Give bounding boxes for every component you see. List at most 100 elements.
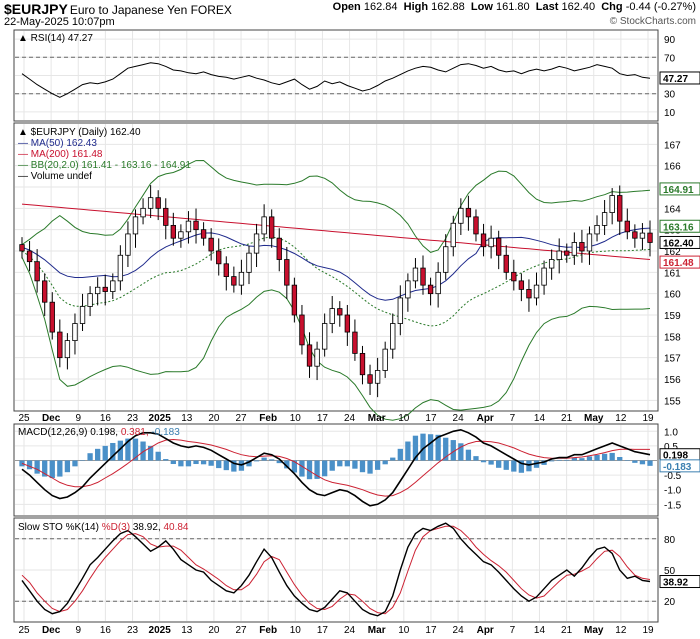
ma200-line	[21, 203, 651, 260]
sto-tick-label: 50	[664, 566, 676, 577]
macd-histogram-bar	[291, 460, 298, 473]
sto-legend-part: %D(3)	[102, 522, 133, 533]
macd-histogram-bar	[170, 460, 176, 465]
price-last-1-badge-label: 163.16	[663, 222, 694, 233]
macd-histogram-bar	[624, 460, 630, 461]
macd-histogram-bar	[42, 460, 48, 477]
macd-tick-label: 1.0	[664, 427, 678, 438]
candle-down	[276, 237, 282, 260]
candle-down	[367, 374, 373, 384]
candle-up	[329, 308, 335, 324]
macd-tick-label: -1.5	[664, 500, 682, 511]
macd-histogram-bar	[216, 460, 222, 469]
macd-signal-line	[21, 438, 650, 497]
price-tick-label: 164	[664, 204, 681, 215]
chart-header: $EURJPY Euro to Japanese Yen FOREX 22-May…	[0, 0, 700, 28]
candle-down	[284, 259, 290, 286]
open-label: Open	[332, 1, 361, 13]
bollinger-lower-band	[21, 257, 651, 421]
price-legend-3: — BB(20,2.0) 161.41 - 163.16 - 164.91	[18, 160, 191, 171]
x-axis-label: 17	[425, 625, 437, 636]
candle-down	[155, 197, 161, 209]
rsi-tick-label: 10	[664, 108, 676, 119]
candle-down	[465, 207, 472, 218]
macd-histogram-bar	[253, 460, 260, 462]
candle-up	[314, 348, 320, 367]
candle-up	[64, 340, 71, 359]
candle-up	[374, 370, 381, 384]
symbol-title: $EURJPY Euro to Japanese Yen FOREX	[4, 1, 232, 17]
candle-down	[299, 314, 305, 346]
macd-histogram-bar	[49, 460, 55, 479]
sto-legend-part: Slow STO %K(14)	[18, 522, 102, 533]
x-axis-label: 25	[18, 413, 30, 424]
macd-histogram-bar	[374, 460, 381, 470]
candle-up	[132, 216, 139, 235]
x-axis-label: 19	[642, 413, 654, 424]
macd-tick-label: 0.5	[664, 442, 678, 453]
price-last-0-badge	[659, 182, 700, 196]
candle-down	[291, 284, 298, 316]
candle-down	[337, 308, 343, 316]
x-axis-label: 21	[561, 413, 573, 424]
candle-up	[382, 348, 388, 371]
candle-up	[533, 284, 540, 299]
candle-up	[238, 271, 245, 286]
macd-histogram-bar	[639, 460, 646, 465]
macd-histogram-bar	[337, 460, 343, 467]
stock-chart: 907050301047.27▲ RSI(14) 47.271671661651…	[13, 29, 700, 636]
rsi-legend: ▲ RSI(14) 47.27	[18, 33, 93, 44]
macd-histogram-bar	[64, 460, 71, 473]
candle-down	[632, 231, 638, 239]
macd-histogram-bar	[427, 434, 434, 461]
candle-up	[253, 233, 260, 254]
macd-histogram-bar	[125, 438, 131, 461]
sto-tick-label: 80	[664, 535, 676, 546]
macd-histogram-bar	[397, 448, 403, 461]
macd-histogram-bar	[178, 460, 184, 467]
macd-histogram-bar	[147, 445, 154, 461]
macd-histogram-bar	[231, 460, 237, 472]
candle-up	[571, 242, 578, 256]
x-axis-label: 24	[453, 413, 465, 424]
ma50-line	[21, 227, 651, 301]
macd-histogram-bar	[87, 453, 93, 461]
low-value: 161.80	[495, 1, 530, 13]
x-axis-label: Feb	[259, 413, 277, 424]
macd-histogram-bar	[480, 460, 487, 463]
candle-down	[102, 286, 108, 292]
candle-down	[624, 220, 630, 233]
macd-histogram-bar	[163, 459, 169, 461]
macd-last-0-badge-label: 0.198	[663, 451, 688, 462]
sto-tick-label: 20	[664, 597, 676, 608]
macd-histogram-bar	[185, 460, 192, 467]
macd-histogram-bar	[359, 460, 366, 473]
candle-up	[178, 231, 184, 239]
x-axis-label: 16	[100, 413, 112, 424]
x-axis-label: 9	[75, 625, 81, 636]
x-axis-label: 2025	[149, 625, 172, 636]
candle-down	[503, 254, 509, 273]
candle-up	[94, 286, 101, 295]
macd-histogram-bar	[200, 460, 207, 465]
candle-down	[427, 284, 434, 295]
candle-up	[140, 207, 146, 218]
sto-k-line	[21, 522, 651, 617]
price-tick-label: 156	[664, 375, 681, 386]
low-label: Low	[470, 1, 493, 13]
price-tick-label: 159	[664, 311, 681, 322]
rsi-tick-label: 30	[664, 90, 676, 101]
candle-up	[87, 293, 93, 307]
macd-histogram-bar	[140, 441, 146, 461]
x-axis-label: 24	[344, 413, 356, 424]
candle-up	[147, 197, 154, 209]
candle-down	[200, 229, 207, 239]
price-tick-label: 166	[664, 162, 681, 173]
price-tick-label: 160	[664, 290, 681, 301]
x-axis-label: 17	[425, 413, 437, 424]
last-label: Last	[535, 1, 559, 13]
x-axis-label: 10	[290, 625, 302, 636]
macd-histogram-bar	[95, 448, 101, 461]
macd-histogram-bar	[208, 460, 214, 466]
price-tick-label: 157	[664, 354, 681, 365]
